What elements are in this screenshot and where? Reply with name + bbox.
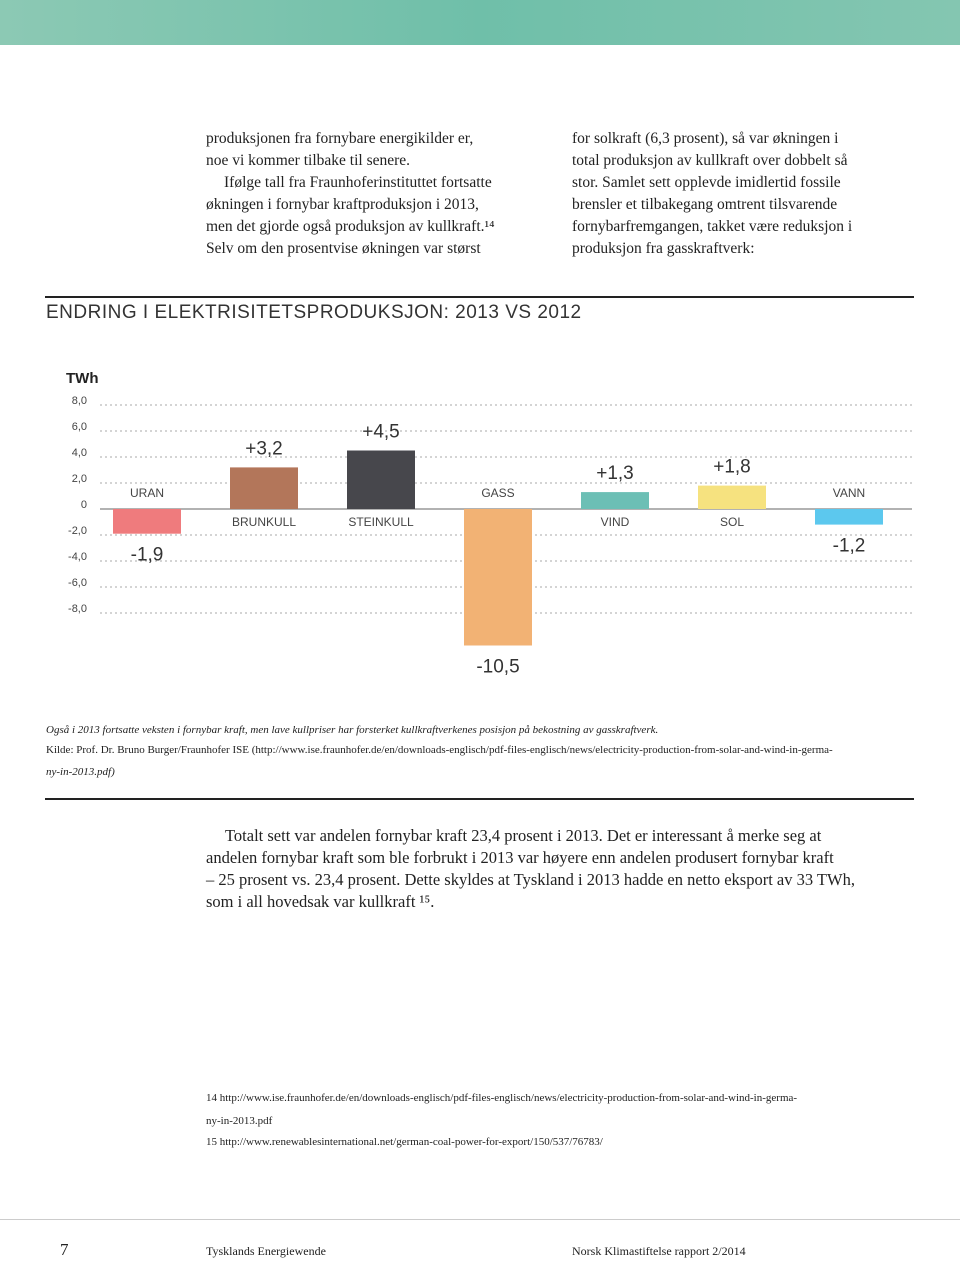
bar: [815, 509, 883, 525]
y-tick-label: 2,0: [72, 473, 87, 485]
text-line: stor. Samlet sett opplevde imidlertid fo…: [572, 174, 841, 191]
bar: [464, 509, 532, 646]
text-line: produksjon fra gasskraftverk:: [572, 240, 755, 257]
y-tick-label: -4,0: [68, 551, 87, 563]
paragraph-line: andelen fornybar kraft som ble forbrukt …: [206, 848, 834, 867]
category-label: STEINKULL: [348, 515, 414, 529]
bar: [113, 509, 181, 534]
y-tick-label: 6,0: [72, 421, 87, 433]
category-label: VANN: [833, 486, 865, 500]
text-line: men det gjorde også produksjon av kullkr…: [206, 218, 495, 235]
text-line: Ifølge tall fra Fraunhoferinstituttet fo…: [224, 174, 492, 191]
page-number: 7: [60, 1240, 69, 1259]
bar: [347, 450, 415, 509]
category-label: URAN: [130, 486, 164, 500]
text-line: total produksjon av kullkraft over dobbe…: [572, 152, 848, 169]
y-tick-label: 0: [81, 499, 87, 511]
caption: Også i 2013 fortsatte veksten i fornybar…: [46, 724, 659, 736]
chart: TWh 8,0 6,0 4,0 2,0 0 -2,0 -4,0 -6,0 -8,0 -1,9 URAN…: [66, 370, 912, 678]
rule: [45, 798, 914, 800]
text-line: for solkraft (6,3 prosent), så var øknin…: [572, 130, 839, 147]
bar: [698, 485, 766, 509]
value-label: -10,5: [476, 657, 519, 678]
source: ny-in-2013.pdf): [46, 766, 115, 778]
text-line: produksjonen fra fornybare energikilder …: [206, 130, 474, 147]
paragraph-line: Totalt sett var andelen fornybar kraft 2…: [225, 826, 822, 845]
category-label: GASS: [481, 486, 514, 500]
text-line: fornybarfremgangen, takket være reduksjo…: [572, 218, 853, 235]
column-right: for solkraft (6,3 prosent), så var øknin…: [572, 128, 852, 260]
bar: [230, 467, 298, 509]
text-line: Selv om den prosentvise økningen var stø…: [206, 240, 481, 257]
footer-left: Tysklands Energiewende: [206, 1244, 326, 1258]
rule: [45, 296, 914, 298]
value-label: +3,2: [245, 438, 283, 459]
paragraph-line: som i all hovedsak var kullkraft ¹⁵.: [206, 892, 435, 911]
value-label: -1,2: [833, 536, 866, 557]
footnote: ny-in-2013.pdf: [206, 1115, 273, 1127]
value-label: +1,3: [596, 463, 634, 484]
y-tick-label: -8,0: [68, 603, 87, 615]
category-label: VIND: [601, 515, 630, 529]
footnote: 15 http://www.renewablesinternational.ne…: [206, 1136, 603, 1148]
y-tick-label: -2,0: [68, 525, 87, 537]
y-tick-label: -6,0: [68, 577, 87, 589]
header-band: [0, 0, 960, 45]
text-line: brensler et tilbakegang omtrent tilsvare…: [572, 196, 838, 213]
footer-right: Norsk Klimastiftelse rapport 2/2014: [572, 1244, 746, 1258]
column-left: produksjonen fra fornybare energikilder …: [206, 128, 495, 260]
value-label: -1,9: [131, 545, 164, 566]
footnote: 14 http://www.ise.fraunhofer.de/en/downl…: [206, 1092, 798, 1104]
chart-title: ENDRING I ELEKTRISITETSPRODUKSJON: 2013 …: [46, 302, 582, 323]
category-label: BRUNKULL: [232, 515, 296, 529]
paragraph-line: – 25 prosent vs. 23,4 prosent. Dette sky…: [206, 870, 855, 889]
value-label: +1,8: [713, 457, 751, 478]
value-label: +4,5: [362, 422, 400, 443]
y-tick-label: 4,0: [72, 447, 87, 459]
text-line: økningen i fornybar kraftproduksjon i 20…: [206, 196, 479, 213]
category-label: SOL: [720, 515, 744, 529]
source: Kilde: Prof. Dr. Bruno Burger/Fraunhofer…: [46, 744, 833, 756]
y-tick-label: 8,0: [72, 395, 87, 407]
text-line: noe vi kommer tilbake til senere.: [206, 152, 411, 169]
bar: [581, 492, 649, 509]
y-axis-label: TWh: [66, 370, 98, 387]
footer-rule: [0, 1219, 960, 1220]
